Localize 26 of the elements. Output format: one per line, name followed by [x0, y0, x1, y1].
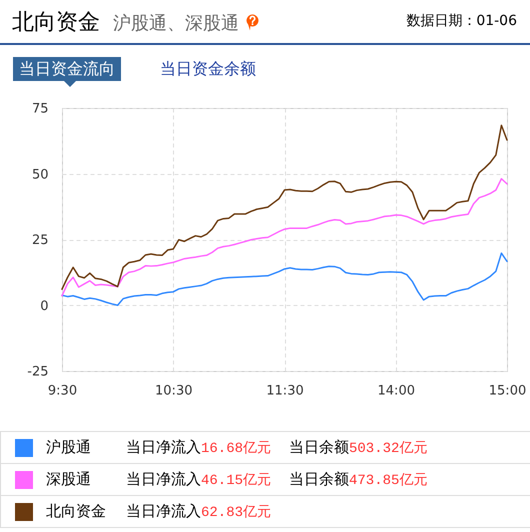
text: 当日净流入16.68亿元 — [126, 437, 272, 459]
y-tick-label: 50 — [32, 167, 48, 182]
text: 当日净流入62.83亿元 — [126, 501, 272, 523]
text: 当日净流入46.15亿元 — [126, 469, 272, 491]
y-tick-label: -25 — [27, 364, 48, 380]
legend-label: 深股通 — [46, 469, 91, 490]
x-tick-label: 14:00 — [378, 384, 415, 398]
line-series — [61, 252, 508, 306]
line-series — [61, 124, 508, 290]
text: 当日资金流向 — [13, 57, 121, 81]
line-series — [61, 178, 508, 297]
legend-label: 北向资金 — [46, 501, 106, 522]
x-tick-label: 11:30 — [266, 384, 304, 398]
y-tick-label: 25 — [32, 233, 48, 248]
text: 当日余额503.32亿元 — [289, 437, 428, 459]
x-tick-label: 15:00 — [488, 384, 526, 398]
chart-subtitle: 沪股通、深股通 — [113, 12, 239, 36]
legend-label: 沪股通 — [46, 437, 91, 458]
y-tick-label: 75 — [32, 102, 48, 116]
text: 当日余额473.85亿元 — [289, 469, 428, 491]
x-tick-label: 10:30 — [155, 384, 192, 398]
text: 数据日期：01-06 — [406, 12, 517, 30]
text: 当日资金余额 — [160, 58, 256, 80]
y-tick-label: 0 — [40, 298, 48, 314]
chart-title: 北向资金 — [12, 9, 100, 37]
x-tick-label: 9:30 — [48, 384, 78, 398]
